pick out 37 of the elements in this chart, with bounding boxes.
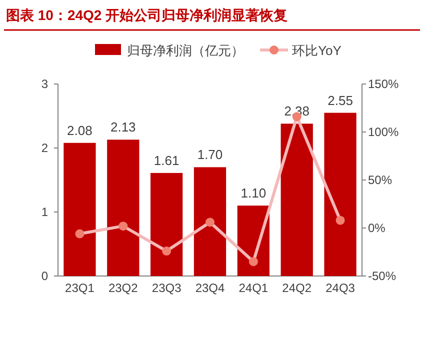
y-tick-label: 0	[41, 269, 48, 283]
data-label: 2.55	[328, 92, 353, 108]
y2-tick-label: 50%	[368, 173, 392, 187]
x-tick-label: 23Q2	[108, 281, 138, 295]
point	[206, 218, 214, 227]
data-label: 1.70	[197, 147, 223, 162]
x-tick-label: 23Q1	[65, 281, 95, 295]
y-tick-label: 1	[41, 205, 48, 219]
bar	[64, 142, 96, 276]
y2-tick-label: -50%	[368, 269, 396, 283]
bar	[324, 112, 356, 276]
chart-title: 图表 10：24Q2 开始公司归母净利润显著恢复	[6, 7, 288, 23]
y2-tick-label: 150%	[368, 77, 400, 91]
bar	[280, 124, 313, 276]
bar	[107, 140, 140, 276]
bar	[194, 167, 226, 276]
y-tick-label: 2	[41, 141, 48, 155]
point	[248, 257, 258, 266]
legend-label: 归母净利润（亿元）	[127, 43, 244, 58]
y2-tick-label: 0%	[368, 221, 386, 235]
bar	[150, 172, 183, 276]
x-tick-label: 24Q3	[326, 281, 356, 295]
x-tick-label: 23Q3	[152, 281, 182, 295]
y-tick-label: 3	[41, 77, 48, 91]
point	[118, 222, 128, 231]
data-label: 1.61	[154, 152, 180, 168]
x-tick-label: 24Q1	[238, 281, 268, 295]
point	[336, 216, 345, 225]
data-label: 2.08	[67, 122, 92, 138]
data-label: 1.10	[240, 186, 266, 201]
point	[75, 229, 84, 238]
point	[162, 246, 172, 256]
legend-label: 环比YoY	[292, 43, 342, 58]
x-tick-label: 23Q4	[195, 281, 225, 295]
x-tick-label: 24Q2	[282, 281, 312, 295]
data-label: 2.13	[110, 120, 136, 135]
y2-tick-label: 100%	[368, 125, 400, 139]
